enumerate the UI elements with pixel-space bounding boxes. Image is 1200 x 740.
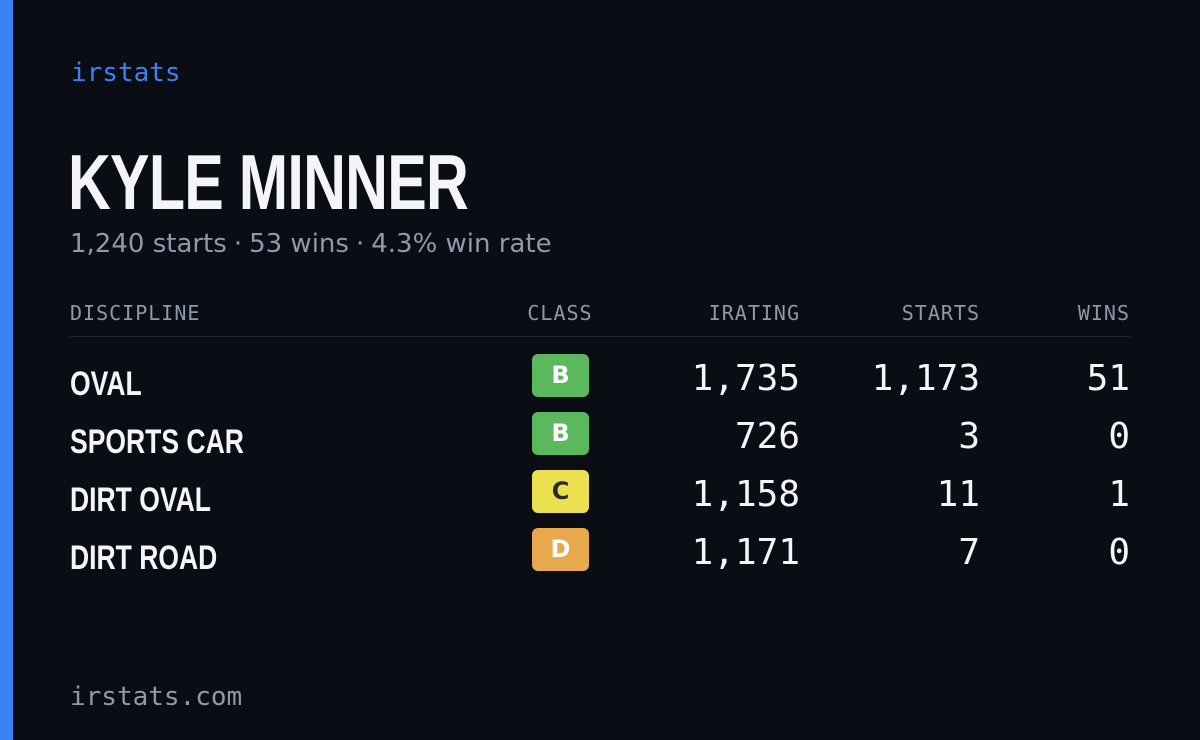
summary-separator: · [355,229,365,259]
wins-value: 1 [1108,474,1130,515]
irating-value: 726 [734,416,800,457]
footer-url[interactable]: irstats.com [70,682,243,712]
irating-value: 1,171 [691,532,800,573]
header-divider [70,336,1130,337]
summary-separator: · [233,229,243,259]
wins-value: 0 [1108,532,1130,573]
discipline-name: OVAL [70,365,142,403]
license-class-badge: B [532,412,589,455]
summary-wins: 53 wins [249,229,349,259]
discipline-name: SPORTS CAR [70,423,244,461]
player-summary: 1,240 starts · 53 wins · 4.3% win rate [70,226,552,262]
discipline-name: DIRT ROAD [70,539,218,577]
table-row: DIRT OVAL C 1,158 11 1 [0,464,1200,522]
table-row: OVAL B 1,735 1,173 51 [0,348,1200,406]
column-header-class: CLASS [527,301,593,325]
column-header-wins: WINS [1077,301,1130,325]
discipline-name: DIRT OVAL [70,481,211,519]
license-class-badge: C [532,470,589,513]
starts-value: 1,173 [871,358,980,399]
column-header-starts: STARTS [901,301,980,325]
starts-value: 11 [936,474,980,515]
column-header-irating: IRATING [708,301,800,325]
wins-value: 0 [1108,416,1130,457]
table-row: DIRT ROAD D 1,171 7 0 [0,522,1200,580]
license-class-badge: D [532,528,589,571]
irating-value: 1,735 [691,358,800,399]
irating-value: 1,158 [691,474,800,515]
wins-value: 51 [1086,358,1130,399]
player-name: KYLE MINNER [68,138,469,226]
summary-starts: 1,240 starts [70,229,227,259]
accent-bar [0,0,13,740]
starts-value: 3 [958,416,980,457]
column-header-discipline: DISCIPLINE [70,301,201,325]
brand-logo[interactable]: irstats [71,58,181,88]
table-row: SPORTS CAR B 726 3 0 [0,406,1200,464]
starts-value: 7 [958,532,980,573]
license-class-badge: B [532,354,589,397]
summary-win-rate: 4.3% win rate [371,229,552,259]
